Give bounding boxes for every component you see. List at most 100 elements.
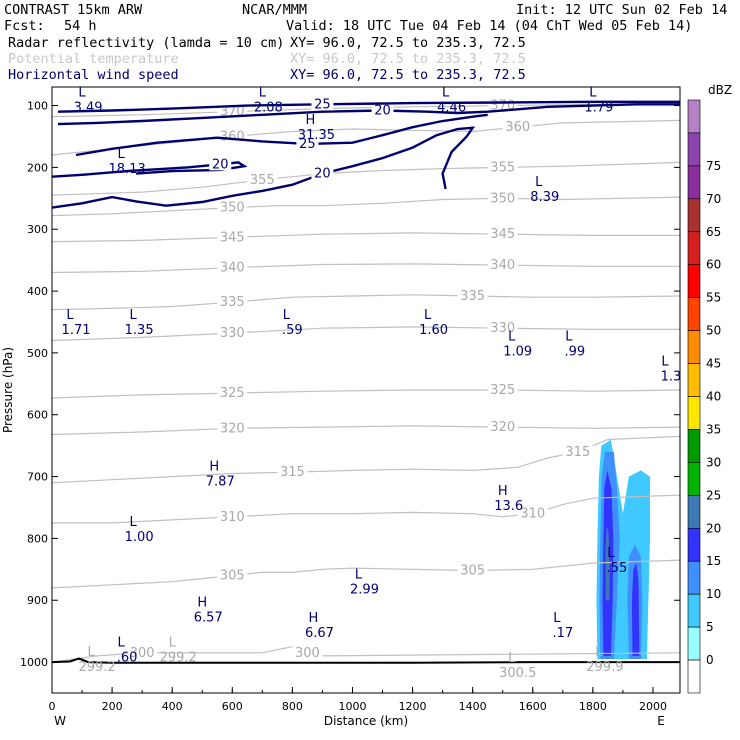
center-title: NCAR/MMM (242, 2, 307, 18)
x-tick-label: 2000 (639, 700, 667, 713)
colorbar-level-65: 65 (706, 225, 721, 239)
colorbar-swatch (687, 363, 701, 397)
colorbar-swatch (687, 626, 701, 661)
reflectivity-area-15dbz (631, 563, 640, 656)
colorbar-swatch (687, 330, 701, 364)
theta-label-330: 330 (220, 326, 245, 341)
x-tick-label: 1200 (399, 700, 427, 713)
wind-label-25: 25 (314, 97, 331, 112)
extremum-value: .59 (282, 323, 303, 338)
extremum-value: 31.35 (298, 128, 335, 143)
y-tick-label: 600 (27, 409, 48, 422)
extremum-value: 1.79 (584, 100, 613, 115)
colorbar-level-15: 15 (706, 554, 721, 568)
theta-label-360: 360 (505, 120, 530, 135)
extremum-value: 3.49 (74, 100, 103, 115)
theta-contour-340 (52, 263, 680, 274)
extremum-value: 1.00 (125, 530, 154, 545)
theta-label-bg (487, 382, 518, 396)
theta-label-320: 320 (220, 421, 245, 436)
theta-label-bg (457, 288, 488, 303)
wind-label-bg (311, 96, 334, 111)
colorbar-level-40: 40 (706, 390, 721, 404)
theta-label-315: 315 (280, 465, 305, 480)
theta-label-bg (217, 420, 248, 435)
field-name-theta: Potential temperature (8, 51, 179, 67)
colorbar-swatch (687, 527, 701, 562)
wind-contour-20 (52, 126, 476, 209)
theta-label-bg (292, 644, 323, 659)
y-tick-label: 1000 (20, 656, 48, 669)
field-xy-wind: XY= 96.0, 72.5 to 235.3, 72.5 (290, 67, 526, 83)
extremum-value: 1.09 (503, 345, 532, 360)
colorbar-level-30: 30 (706, 455, 721, 469)
theta-label-325: 325 (220, 386, 245, 401)
extremum-value: 1.3 (661, 369, 682, 384)
colorbar-swatch (687, 462, 701, 496)
extremum-low-marker: L (508, 330, 516, 345)
theta-contours: 300 300 305 305 310 310 315 315 320 320 325 325 330 3… (52, 97, 680, 663)
theta-label-320: 320 (490, 420, 515, 435)
theta-contour-320 (52, 425, 680, 436)
theta-label-345: 345 (490, 227, 515, 242)
extremum-value: 1.60 (419, 323, 448, 338)
theta-label-310: 310 (220, 510, 245, 525)
x-tick-label: 1000 (338, 700, 366, 713)
extremum-value: 13.6 (494, 499, 523, 514)
theta-label-bg (217, 259, 248, 274)
extremum-value: 300.5 (499, 666, 536, 681)
extremum-low-marker: L (66, 308, 74, 323)
extremum-value: .99 (564, 345, 585, 360)
extremum-high-marker: H (309, 611, 319, 626)
theta-contour-370 (52, 102, 680, 118)
extremum-value: 7.87 (206, 474, 235, 489)
theta-label-bg (487, 226, 518, 241)
extremum-low-marker: L (553, 611, 561, 626)
colorbar-swatch (687, 659, 701, 694)
extremum-high-marker: H (197, 595, 207, 610)
extremum-value: 1.71 (62, 323, 91, 338)
wind-label-20: 20 (314, 167, 331, 182)
theta-label-300: 300 (295, 646, 320, 661)
wind-contours: 20 25 25 20 20 (52, 96, 680, 209)
colorbar-swatch (687, 165, 701, 200)
theta-label-315: 315 (565, 445, 590, 460)
wind-label-bg (371, 102, 394, 117)
y-axis: 100 200 300 400 500 600 700 800 900 1000 (20, 100, 680, 669)
theta-label-345: 345 (220, 230, 245, 245)
theta-label-bg (487, 320, 518, 335)
x-axis: 0 200 400 600 800 1000 1200 1400 1600 1800 2000 (49, 687, 667, 713)
extremum-low-marker: L (283, 308, 291, 323)
init-time: Init: 12 UTC Sun 02 Feb 14 (516, 2, 727, 18)
extremum-low-marker: L (508, 651, 516, 666)
x-tick-label: 200 (102, 700, 123, 713)
theta-label-355: 355 (490, 160, 515, 175)
extremum-value: 2.08 (254, 100, 283, 115)
extremum-value: 299.2 (160, 651, 197, 666)
model-title: CONTRAST 15km ARW (4, 2, 143, 18)
y-tick-label: 200 (27, 161, 48, 174)
y-tick-label: 700 (27, 471, 48, 484)
forecast-label: Fcst: (4, 18, 45, 34)
x-tick-label: 0 (49, 700, 56, 713)
theta-label-bg (247, 171, 278, 186)
colorbar-swatch (687, 495, 701, 529)
theta-label-bg (217, 385, 248, 400)
extremum-low-marker: L (424, 308, 432, 323)
theta-label-310: 310 (520, 507, 545, 522)
plot-frame (51, 86, 681, 694)
wind-label-bg (209, 156, 232, 171)
x-tick-label: 1800 (579, 700, 607, 713)
field-xy-theta: XY= 96.0, 72.5 to 235.3, 72.5 (290, 51, 526, 67)
colorbar-level-55: 55 (706, 291, 721, 305)
x-tick-label: 400 (162, 700, 183, 713)
extremum-high-marker: H (209, 459, 219, 474)
extremum-value: 4.46 (437, 100, 466, 115)
extremum-value: 1.35 (125, 323, 154, 338)
theta-label-bg (217, 508, 248, 523)
theta-label-bg (457, 562, 488, 577)
colorbar-swatch (687, 560, 701, 595)
theta-label-bg (277, 464, 308, 479)
theta-label-bg (217, 199, 248, 214)
colorbar-level-75: 75 (706, 159, 721, 173)
